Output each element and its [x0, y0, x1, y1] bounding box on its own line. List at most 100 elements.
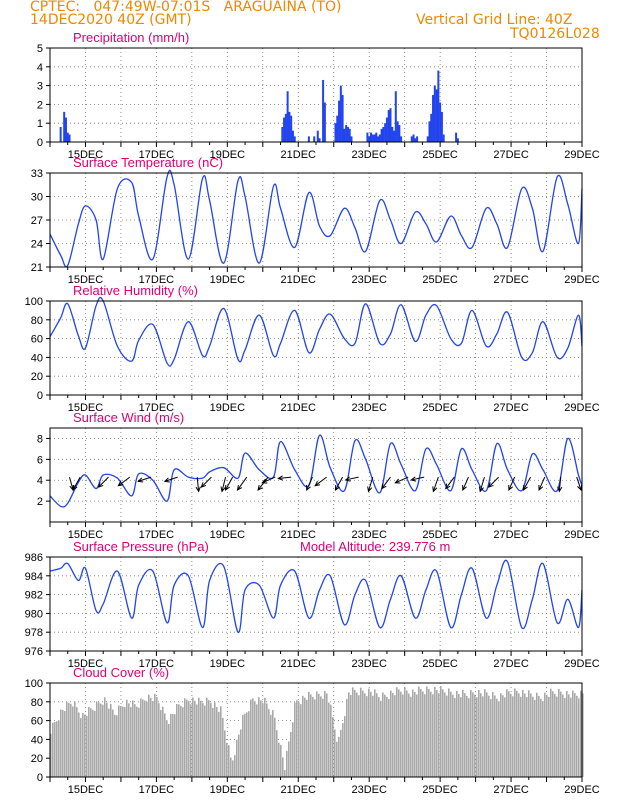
wind-arrow-head	[462, 484, 467, 492]
y-tick-label: 2	[37, 99, 43, 111]
y-tick-label: 80	[31, 697, 43, 709]
cloud-bar	[464, 693, 466, 777]
wind-arrow-head	[557, 486, 563, 493]
cloud-bar	[518, 693, 520, 777]
x-tick-label: 27DEC	[493, 784, 529, 796]
x-tick-label: 23DEC	[351, 784, 387, 796]
cloud-bar	[268, 709, 270, 777]
cloud-bar	[100, 703, 102, 777]
cloud-bar	[102, 704, 104, 777]
x-tick-label: 19DEC	[210, 658, 246, 670]
precip-bar	[350, 136, 353, 142]
cloud-bar	[442, 689, 444, 777]
x-tick-label: 25DEC	[422, 402, 458, 414]
cloud-bar	[454, 697, 456, 777]
cloud-bar	[90, 708, 92, 777]
y-tick-label: 21	[31, 262, 43, 274]
x-tick-label: 17DEC	[139, 274, 175, 286]
x-tick-label: 29DEC	[564, 529, 600, 541]
cloud-bar	[182, 707, 184, 777]
cloud-bar	[542, 700, 544, 777]
cloud-bar	[142, 699, 144, 777]
cloud-bar	[122, 706, 124, 777]
cloud-bar	[548, 696, 550, 777]
x-tick-label: 19DEC	[210, 402, 246, 414]
cloud-bar	[164, 713, 166, 777]
wind-arrow-head	[410, 476, 417, 482]
cloud-bar	[498, 701, 500, 777]
cloud-bar	[468, 698, 470, 777]
precip-bar	[385, 117, 388, 142]
cloud-bar	[482, 696, 484, 777]
cloud-bar	[510, 693, 512, 777]
x-tick-label: 19DEC	[210, 274, 246, 286]
cloud-bar	[428, 689, 430, 777]
cloud-bar	[260, 700, 262, 777]
wind-arrow	[411, 476, 425, 481]
cloud-bar	[568, 694, 570, 777]
cloud-bar	[258, 697, 260, 777]
cloud-bar	[384, 694, 386, 777]
wind-arrow	[196, 477, 200, 492]
cloud-bar	[358, 695, 360, 777]
x-tick-label: 17DEC	[139, 658, 175, 670]
cloud-bar	[326, 693, 328, 777]
cloud-bar	[60, 709, 62, 777]
wind-arrow	[314, 476, 327, 487]
cloud-bar	[422, 691, 424, 777]
x-tick-label: 21DEC	[281, 402, 317, 414]
precip-bar	[346, 126, 349, 142]
cloud-bar	[544, 692, 546, 777]
precip-bar	[433, 85, 436, 142]
cloud-bar	[150, 697, 152, 777]
x-tick-label: 29DEC	[564, 658, 600, 670]
cloud-bar	[394, 695, 396, 777]
precip-bar	[316, 130, 319, 142]
wind-arrow	[345, 476, 359, 481]
cloud-bar	[436, 690, 438, 777]
cloud-bar	[186, 699, 188, 777]
cloud-bar	[452, 694, 454, 777]
wind-arrow-head	[344, 476, 351, 482]
panel-frame	[49, 427, 583, 523]
wind-arrow-head	[72, 484, 78, 491]
wind-arrow-head	[236, 484, 243, 491]
panel-1: 0 1 2 3 4 5 15DEC 17DEC 19DEC 21DEC 23DEC 25DEC 27DE…	[37, 30, 600, 161]
cloud-bar	[108, 708, 110, 777]
series-line	[49, 434, 583, 508]
precip-bar	[341, 95, 344, 142]
cloud-bar	[104, 697, 106, 777]
cloud-bar	[230, 757, 232, 777]
cloud-bar	[220, 706, 222, 777]
wind-arrow-head	[478, 486, 484, 493]
precip-bar	[389, 108, 392, 142]
wind-arrow-head	[200, 482, 207, 488]
y-tick-label: 2	[37, 496, 43, 508]
cloud-bar	[208, 700, 210, 777]
precip-bar	[338, 100, 341, 142]
cloud-bar	[360, 687, 362, 777]
run-date: 14DEC2020 40Z (GMT)	[30, 12, 192, 28]
cloud-bar	[504, 697, 506, 777]
precip-bar	[440, 111, 443, 142]
cloud-bar	[526, 697, 528, 777]
cloud-bar	[514, 688, 516, 777]
cloud-bar	[146, 701, 148, 777]
wind-arrow-head	[224, 484, 230, 491]
y-tick-label: 3	[37, 81, 43, 93]
cloud-bar	[246, 712, 248, 777]
panel-title: Surface Pressure (hPa)	[73, 539, 209, 554]
precip-bar	[313, 136, 316, 142]
cloud-bar	[274, 717, 276, 777]
x-tick-label: 23DEC	[351, 658, 387, 670]
cloud-bar	[530, 693, 532, 777]
precip-bar	[284, 113, 287, 142]
cloud-bar	[240, 729, 242, 777]
cloud-bar	[474, 694, 476, 777]
wind-arrow-head	[394, 478, 401, 484]
cloud-bar	[292, 722, 294, 777]
cloud-bar	[520, 696, 522, 777]
cloud-bar	[262, 703, 264, 777]
precip-bar	[414, 138, 417, 142]
y-tick-label: 30	[31, 192, 43, 204]
